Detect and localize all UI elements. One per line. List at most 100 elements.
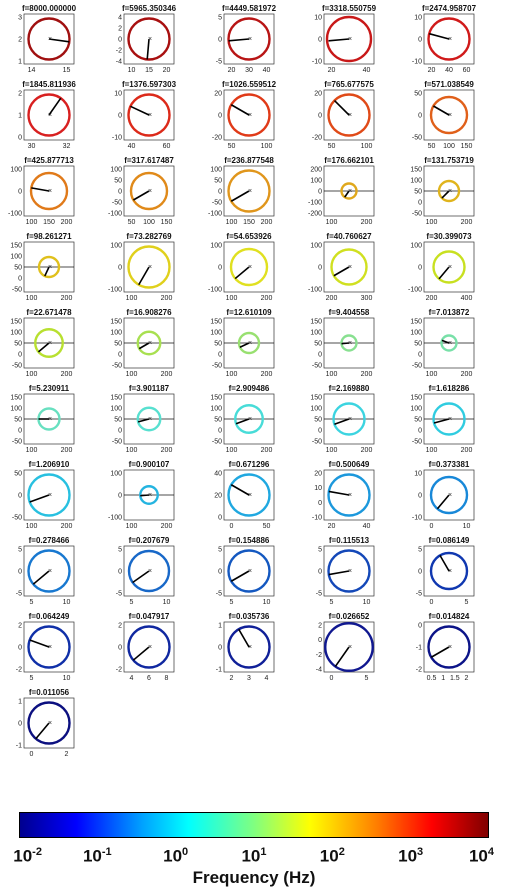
subplot-title: f=3.901187	[129, 384, 170, 393]
y-tick-label: 2	[118, 26, 122, 33]
colorbar-tick-base: 10	[468, 846, 488, 866]
subplot: f=7.013872 × 100 200 150 100 50 0 -50	[410, 308, 475, 378]
y-tick-label: 0	[218, 113, 222, 120]
center-marker: ×	[48, 492, 52, 499]
trajectory-circle	[136, 406, 162, 432]
x-tick-label: 200	[61, 447, 73, 454]
y-tick-label: 50	[214, 178, 222, 185]
y-tick-label: 0	[318, 113, 322, 120]
phase-vector	[35, 722, 50, 740]
plot-frame	[223, 241, 275, 293]
x-tick-label: 200	[261, 219, 273, 226]
y-tick-label: 100	[210, 406, 222, 413]
y-tick-label: 0	[18, 721, 22, 728]
subplot-title: f=5965.350346	[122, 4, 177, 13]
subplot-title: f=176.662101	[324, 156, 374, 165]
subplot-title: f=0.086149	[429, 536, 470, 545]
trajectory-circle	[229, 247, 269, 287]
y-tick-label: 3	[18, 15, 22, 22]
x-tick-label: 200	[61, 219, 73, 226]
x-tick-label: 20	[163, 67, 171, 74]
colorbar-tick-exponent: -1	[101, 846, 112, 858]
y-tick-label: 10	[114, 91, 122, 98]
y-tick-label: 2	[18, 623, 22, 630]
colorbar-tick-label: 10-1	[83, 846, 112, 867]
phase-vector	[29, 639, 50, 648]
x-tick-label: 40	[128, 143, 136, 150]
trajectory-circle	[27, 549, 71, 593]
phase-vector	[146, 38, 150, 60]
subplot: f=131.753719 × 100 200 150 100 50 0 -50	[410, 156, 475, 226]
center-marker: ×	[448, 340, 452, 347]
y-tick-label: 50	[414, 91, 422, 98]
y-tick-label: -50	[12, 363, 22, 370]
trajectory-circle	[127, 549, 171, 593]
y-tick-label: 10	[414, 15, 422, 22]
trajectory-circle	[37, 255, 61, 279]
x-tick-label: 50	[328, 143, 336, 150]
phase-vector	[334, 418, 350, 426]
y-tick-label: -50	[112, 200, 122, 207]
phase-vector	[441, 190, 450, 199]
colorbar: 10-2 10-1 100 101 102 103 104 Frequency (Hz)	[13, 808, 494, 888]
x-tick-label: 30	[245, 67, 253, 74]
trajectory-circle	[429, 475, 469, 515]
y-tick-label: -5	[216, 591, 222, 598]
colorbar-tick-label: 100	[163, 846, 188, 867]
y-tick-label: -50	[112, 363, 122, 370]
plot-frame	[123, 545, 175, 597]
x-tick-label: 40	[445, 67, 453, 74]
center-marker: ×	[348, 36, 352, 43]
trajectory-circle	[127, 93, 171, 137]
y-tick-label: 0	[218, 352, 222, 359]
y-tick-label: -200	[308, 211, 322, 218]
center-marker: ×	[48, 340, 52, 347]
x-tick-label: 300	[361, 295, 373, 302]
center-marker: ×	[248, 568, 252, 575]
subplot: f=0.086149 × 0 5 5 0 -5	[416, 536, 475, 606]
x-tick-label: 150	[461, 143, 473, 150]
phase-vector	[441, 339, 450, 344]
x-tick-label: 0	[430, 599, 434, 606]
x-tick-label: 2	[65, 751, 69, 758]
x-tick-label: 200	[426, 295, 438, 302]
y-tick-label: -50	[112, 439, 122, 446]
x-tick-label: 10	[128, 67, 136, 74]
plot-frame	[223, 89, 275, 141]
subplot: f=1.206910 × 100 200 50 0 -50	[12, 460, 75, 530]
y-tick-label: -50	[12, 515, 22, 522]
y-tick-label: 10	[314, 485, 322, 492]
phase-vector	[29, 494, 50, 503]
y-tick-label: 100	[210, 243, 222, 250]
colorbar-tick-label: 103	[398, 846, 423, 867]
y-tick-label: 50	[14, 265, 22, 272]
x-tick-label: 100	[226, 219, 238, 226]
center-marker: ×	[48, 720, 52, 727]
trajectory-circle	[27, 17, 71, 61]
center-marker: ×	[348, 340, 352, 347]
y-tick-label: -50	[412, 211, 422, 218]
x-tick-label: 200	[161, 371, 173, 378]
y-tick-label: 0	[118, 428, 122, 435]
y-tick-label: 0	[18, 276, 22, 283]
y-tick-label: 50	[414, 417, 422, 424]
subplot-title: f=1.618286	[429, 384, 470, 393]
y-tick-label: 1	[18, 699, 22, 706]
subplot-title: f=2.169880	[329, 384, 370, 393]
x-tick-label: 1.5	[450, 675, 460, 682]
trajectory-circle	[429, 95, 469, 135]
y-tick-label: -1	[416, 645, 422, 652]
phase-vector	[333, 99, 350, 116]
phase-vector	[31, 187, 50, 192]
center-marker: ×	[148, 416, 152, 423]
y-tick-label: 100	[310, 406, 322, 413]
subplot-title: f=571.038549	[424, 80, 474, 89]
y-tick-label: 0	[118, 37, 122, 44]
y-tick-label: 0	[118, 493, 122, 500]
y-tick-label: 50	[114, 178, 122, 185]
subplot: f=98.261271 × 100 200 150 100 50 0 -50	[10, 232, 75, 302]
phase-vector	[137, 418, 150, 423]
x-tick-label: 100	[26, 295, 38, 302]
y-tick-label: 100	[110, 330, 122, 337]
x-tick-label: 10	[63, 599, 71, 606]
